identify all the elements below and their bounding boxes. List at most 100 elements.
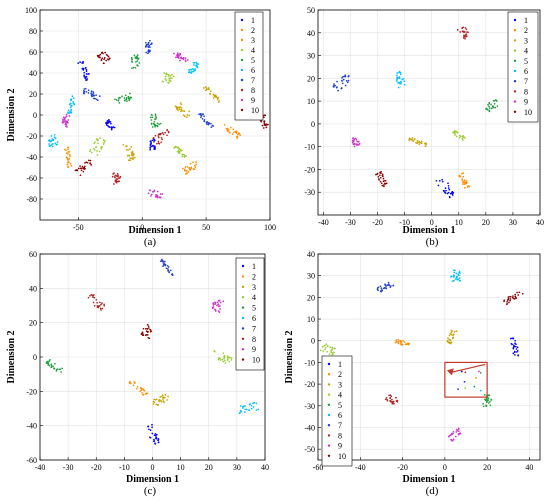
cluster-label-8	[152, 129, 170, 145]
data-point	[358, 143, 360, 146]
data-point	[157, 438, 160, 440]
data-point	[84, 165, 86, 168]
y-axis-label: Dimension 2	[6, 330, 17, 383]
data-point	[218, 357, 220, 359]
data-point	[183, 169, 186, 172]
data-point	[136, 57, 139, 60]
data-point	[214, 94, 217, 97]
data-point	[324, 347, 327, 349]
data-point	[447, 341, 450, 344]
data-point	[200, 116, 202, 119]
data-point	[396, 74, 398, 77]
data-point	[223, 123, 226, 126]
data-point	[142, 393, 144, 396]
data-point	[153, 122, 155, 125]
data-point	[187, 71, 190, 74]
data-point	[459, 31, 462, 33]
data-point	[145, 392, 147, 395]
data-point	[468, 185, 471, 188]
data-point	[190, 70, 193, 73]
data-point	[66, 157, 68, 159]
legend-label: 2	[251, 26, 255, 35]
data-point	[397, 338, 400, 341]
y-tick-label: 100	[25, 6, 37, 15]
data-point	[459, 279, 461, 282]
data-point	[142, 388, 145, 391]
data-point	[393, 402, 395, 405]
data-point	[461, 27, 463, 30]
data-point	[395, 80, 398, 82]
data-point	[150, 193, 153, 196]
data-point	[59, 368, 62, 371]
data-point	[149, 330, 152, 333]
data-point	[455, 272, 458, 275]
data-point	[455, 135, 458, 138]
chart-panel-4: -60 -40 -20 0 20 40 -50 -40 -30 -20 -10 0 10 20 30 40 Di…	[284, 250, 541, 497]
cluster-label-5	[130, 54, 141, 70]
data-point	[179, 110, 182, 113]
data-point	[169, 74, 172, 77]
data-point	[159, 196, 161, 198]
data-point	[192, 70, 194, 73]
data-point	[467, 184, 470, 187]
legend-label: 1	[251, 16, 255, 25]
legend-label: 1	[524, 16, 528, 25]
y-tick-label: 10	[307, 97, 315, 106]
cluster-label-10	[503, 291, 524, 306]
data-point	[239, 405, 242, 407]
data-point	[408, 137, 411, 140]
data-point	[216, 301, 219, 304]
data-point	[147, 41, 150, 44]
data-point	[180, 57, 183, 60]
data-point	[48, 139, 51, 141]
data-point	[70, 165, 73, 167]
legend-marker	[241, 275, 245, 278]
data-point	[226, 130, 229, 132]
data-point	[147, 336, 150, 339]
data-point	[324, 348, 326, 351]
legend-label: 10	[252, 356, 260, 365]
cluster-label-1	[147, 423, 160, 445]
data-point	[195, 163, 198, 166]
data-point	[518, 291, 521, 294]
data-point	[188, 114, 190, 117]
data-point	[210, 122, 212, 125]
data-point	[238, 412, 241, 415]
data-point	[103, 141, 105, 144]
data-point	[487, 397, 490, 400]
data-point	[164, 394, 167, 396]
data-point	[108, 126, 111, 128]
data-point	[450, 192, 452, 195]
data-point	[201, 117, 204, 120]
data-point	[97, 306, 100, 309]
data-point	[219, 359, 222, 361]
data-point	[488, 110, 491, 113]
data-point	[105, 59, 108, 62]
data-point	[337, 89, 339, 92]
legend-label: 9	[524, 98, 528, 107]
data-point	[62, 118, 64, 120]
data-point	[132, 157, 134, 159]
data-point	[85, 70, 88, 73]
cluster-label-10	[140, 323, 153, 340]
data-point	[114, 98, 116, 101]
data-point	[151, 116, 154, 119]
data-point	[212, 97, 215, 99]
y-tick-label: 60	[29, 48, 37, 57]
data-point	[515, 348, 518, 350]
data-point	[452, 334, 454, 337]
data-point	[160, 141, 162, 144]
y-tick-label: -40	[26, 153, 37, 162]
data-point	[167, 270, 169, 272]
data-point	[118, 102, 121, 104]
data-point	[176, 55, 179, 58]
data-point	[514, 350, 516, 353]
data-point	[475, 376, 477, 379]
data-point	[55, 369, 58, 371]
data-point	[206, 88, 208, 91]
cluster-label-2	[223, 123, 242, 139]
data-point	[106, 54, 109, 57]
data-point	[242, 405, 245, 408]
data-point	[203, 120, 206, 123]
data-point	[229, 131, 231, 134]
